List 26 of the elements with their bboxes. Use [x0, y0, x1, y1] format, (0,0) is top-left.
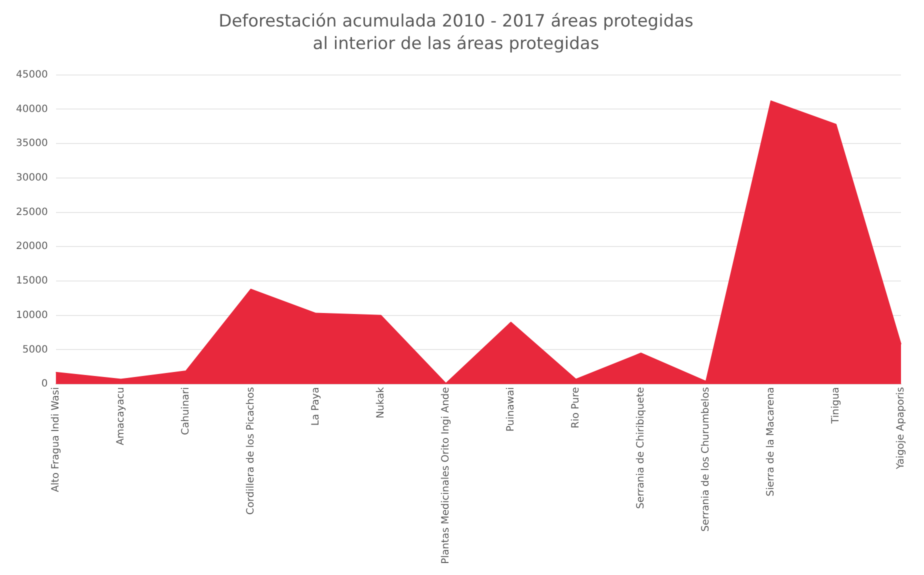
x-tick-label: Cordillera de los Picachos: [245, 387, 256, 515]
y-tick-label: 25000: [16, 206, 48, 218]
x-tick-label: La Paya: [310, 387, 322, 426]
y-tick-label: 30000: [16, 172, 48, 184]
y-tick-label: 35000: [16, 138, 48, 150]
chart-title: Deforestación acumulada 2010 - 2017 áreas protegidas: [218, 12, 694, 32]
y-tick-label: 20000: [16, 241, 48, 252]
y-tick-label: 45000: [16, 69, 48, 80]
x-tick-label: Plantas Medicinales Orito Ingi Ande: [440, 387, 452, 564]
y-tick-label: 15000: [16, 276, 48, 287]
x-tick-label: Serrania de los Churumbelos: [700, 387, 712, 532]
x-tick-label: Puinawai: [506, 387, 517, 432]
y-tick-label: 0: [41, 378, 48, 390]
x-tick-label: Serrania de Chiribiquete: [636, 387, 647, 509]
x-tick-label: Nukak: [375, 386, 386, 418]
x-tick-label: Sierra de la Macarena: [766, 387, 777, 496]
x-tick-label: Cahuinari: [180, 387, 192, 435]
y-tick-label: 5000: [22, 344, 48, 356]
x-tick-label: Rio Pure: [570, 387, 582, 428]
x-tick-label: Tinigua: [830, 387, 842, 425]
y-tick-label: 40000: [16, 104, 48, 115]
chart-subtitle: al interior de las áreas protegidas: [312, 34, 600, 54]
y-tick-label: 10000: [16, 310, 48, 321]
x-tick-label: Alto Fragua Indi Wasi: [50, 387, 62, 492]
x-tick-label: Yaigoje Apaporis: [896, 387, 907, 470]
x-tick-label: Amacayacu: [115, 387, 126, 446]
